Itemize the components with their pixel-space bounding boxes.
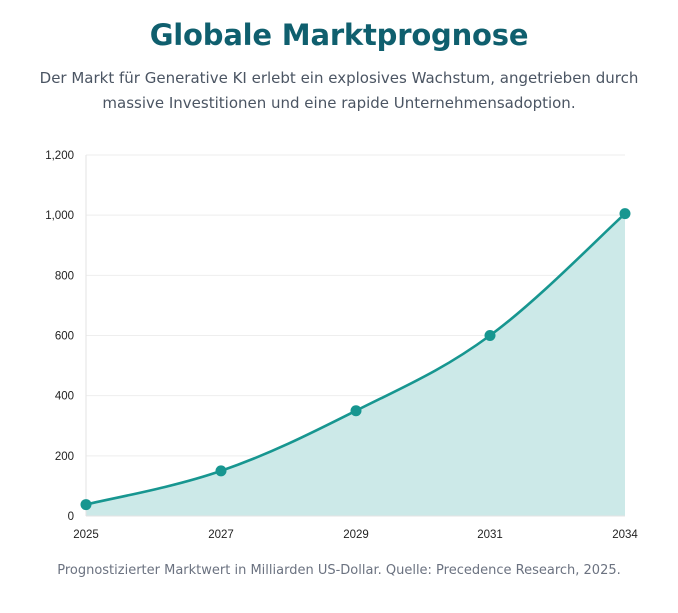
series-area xyxy=(86,213,625,516)
y-axis-tick-labels: 0 200 400 600 800 1,000 1,200 xyxy=(45,150,74,523)
x-tick-label-2029: 2029 xyxy=(343,529,369,541)
data-points xyxy=(80,208,631,511)
x-tick-label-2031: 2031 xyxy=(477,529,503,541)
data-point-2025[interactable] xyxy=(80,499,92,511)
area-fill xyxy=(86,213,625,516)
axes xyxy=(85,155,625,517)
y-tick-label-1000: 1,000 xyxy=(45,210,74,222)
y-tick-label-800: 800 xyxy=(55,270,74,282)
data-point-2031[interactable] xyxy=(484,330,496,341)
chart-caption: Prognostizierter Marktwert in Milliarden… xyxy=(57,563,621,578)
data-point-2027[interactable] xyxy=(215,465,227,477)
page-subtitle: Der Markt für Generative KI erlebt ein e… xyxy=(39,69,639,112)
grid-lines xyxy=(86,154,625,457)
x-tick-label-2034: 2034 xyxy=(612,529,638,541)
y-tick-label-0: 0 xyxy=(68,511,74,523)
y-tick-label-600: 600 xyxy=(55,331,74,343)
data-point-2034[interactable] xyxy=(619,208,631,220)
data-point-2029[interactable] xyxy=(350,405,362,417)
y-tick-label-200: 200 xyxy=(55,451,74,463)
y-tick-label-400: 400 xyxy=(55,391,74,403)
x-axis-tick-labels: 2025 2027 2029 2031 2034 xyxy=(73,529,638,541)
page-title: Globale Marktprognose xyxy=(149,18,529,52)
x-tick-label-2027: 2027 xyxy=(208,529,234,541)
x-tick-label-2025: 2025 xyxy=(73,529,99,541)
y-tick-label-1200: 1,200 xyxy=(45,150,74,162)
market-forecast-chart: 0 200 400 600 800 1,000 1,200 2025 2027 2029 2031… xyxy=(45,150,638,541)
